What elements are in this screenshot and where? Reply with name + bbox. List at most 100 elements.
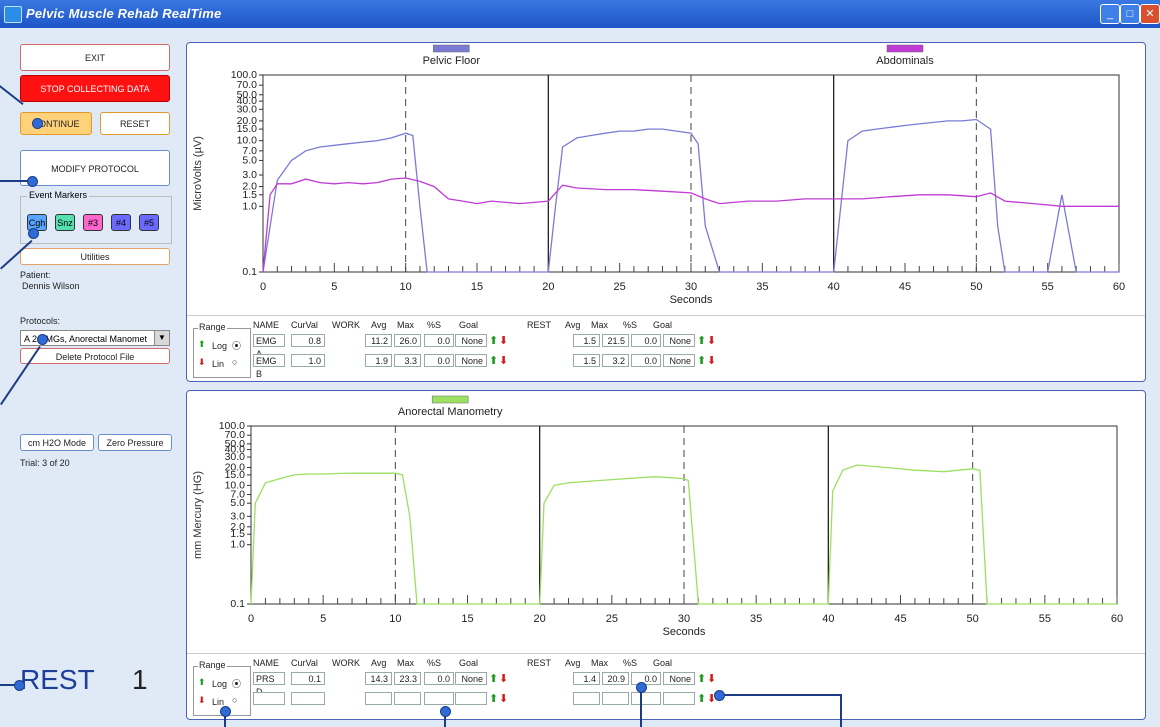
column-header: CurVal	[291, 320, 318, 330]
column-header: REST	[527, 658, 552, 668]
y-tick-label: 20.0	[237, 115, 258, 127]
x-tick-label: 55	[1042, 281, 1054, 293]
goal-down-arrow-icon[interactable]: ⬇	[499, 673, 509, 685]
protocols-label: Protocols:	[20, 316, 61, 326]
stat-cell-s: 0.0	[424, 334, 454, 347]
marker-3-button[interactable]: #3	[83, 214, 103, 231]
stat-cell-goal	[455, 692, 487, 705]
callout-dot	[220, 706, 231, 717]
cm-h2o-mode-button[interactable]: cm H2O Mode	[20, 434, 94, 451]
emg-chart: 100.070.050.040.030.020.015.010.07.05.0 3…	[192, 44, 1125, 306]
y-tick-label: 5.0	[230, 497, 245, 509]
goal-up-arrow-icon[interactable]: ⬆	[489, 335, 499, 347]
stat-cell-rgoal: None	[663, 354, 695, 367]
reset-button[interactable]: RESET	[100, 112, 170, 135]
lin-radio[interactable]: ○	[232, 357, 238, 367]
column-header: NAME	[253, 658, 280, 668]
stat-cell-avg: 1.9	[365, 354, 392, 367]
stat-cell-rgoal: None	[663, 672, 695, 685]
goal-down-arrow-icon[interactable]: ⬇	[707, 693, 717, 705]
emg-stats-table: Range ⬆ Log ⦿ ⬇ Lin ○ NAME CurVal WORK Avg M…	[187, 315, 1145, 380]
goal-up-arrow-icon[interactable]: ⬆	[697, 355, 707, 367]
zero-pressure-button[interactable]: Zero Pressure	[98, 434, 172, 451]
x-tick-label: 20	[542, 281, 554, 293]
log-radio[interactable]: ⦿	[232, 341, 242, 351]
goal-down-arrow-icon[interactable]: ⬇	[499, 693, 509, 705]
x-tick-label: 0	[248, 613, 254, 625]
y-tick-label: 0.1	[242, 266, 257, 278]
stat-cell-name: PRS D	[253, 672, 285, 697]
stat-cell-name: EMG B	[253, 354, 285, 379]
utilities-button[interactable]: Utilities	[20, 248, 170, 265]
minimize-button[interactable]: _	[1100, 4, 1120, 24]
stat-cell-avg: 11.2	[365, 334, 392, 347]
goal-down-arrow-icon[interactable]: ⬇	[707, 355, 717, 367]
column-header: Avg	[565, 658, 581, 668]
y-tick-label: 5.0	[242, 154, 257, 166]
marker-5-button[interactable]: #5	[139, 214, 159, 231]
marker-4-button[interactable]: #4	[111, 214, 131, 231]
goal-up-arrow-icon[interactable]: ⬆	[489, 673, 499, 685]
goal-up-arrow-icon[interactable]: ⬆	[489, 693, 499, 705]
protocol-select[interactable]: A 2 EMGs, Anorectal Manomet ▼	[20, 330, 170, 346]
modify-protocol-button[interactable]: MODIFY PROTOCOL	[20, 150, 170, 186]
x-tick-label: 15	[461, 613, 473, 625]
maximize-button[interactable]: □	[1120, 4, 1140, 24]
range-group: Range ⬆ Log ⦿ ⬇ Lin ○	[193, 322, 251, 378]
goal-up-arrow-icon[interactable]: ⬆	[697, 335, 707, 347]
stat-cell-rs: 0.0	[631, 334, 661, 347]
stat-cell-curval: 1.0	[291, 354, 325, 367]
y-tick-label: 15.0	[237, 123, 258, 135]
callout-dot	[14, 680, 25, 691]
column-header: NAME	[253, 320, 280, 330]
stat-cell-rmax	[602, 692, 629, 705]
legend-swatch	[886, 44, 924, 53]
column-header: %S	[427, 320, 442, 330]
series-line-anorectal-manometry	[250, 464, 1117, 605]
stat-cell-rgoal: None	[663, 334, 695, 347]
callout-dot	[37, 334, 48, 345]
arrow-down-icon: ⬇	[198, 695, 206, 705]
y-tick-label: 2.0	[230, 521, 245, 533]
chevron-down-icon[interactable]: ▼	[154, 331, 169, 345]
goal-up-arrow-icon[interactable]: ⬆	[489, 355, 499, 367]
y-axis-label: mm Mercury (HG)	[192, 471, 204, 559]
column-header: Avg	[371, 658, 387, 668]
callout-dot	[32, 118, 43, 129]
stat-cell-goal: None	[455, 334, 487, 347]
x-tick-label: 5	[331, 281, 337, 293]
goal-down-arrow-icon[interactable]: ⬇	[499, 355, 509, 367]
arrow-up-icon: ⬆	[198, 677, 206, 687]
marker-snz-button[interactable]: Snz	[55, 214, 75, 231]
goal-up-arrow-icon[interactable]: ⬆	[697, 673, 707, 685]
window-title: Pelvic Muscle Rehab RealTime	[26, 6, 222, 21]
delete-protocol-button[interactable]: Delete Protocol File	[20, 348, 170, 364]
x-tick-label: 10	[389, 613, 401, 625]
goal-down-arrow-icon[interactable]: ⬇	[499, 335, 509, 347]
goal-down-arrow-icon[interactable]: ⬇	[707, 335, 717, 347]
stat-cell-avg	[365, 692, 392, 705]
x-tick-label: 5	[320, 613, 326, 625]
patient-name: Dennis Wilson	[22, 281, 80, 291]
exit-button[interactable]: EXIT	[20, 44, 170, 71]
y-tick-label: 40.0	[237, 95, 258, 107]
lin-label: Lin	[212, 697, 225, 707]
stat-cell-max: 26.0	[394, 334, 421, 347]
stop-collecting-button[interactable]: STOP COLLECTING DATA	[20, 75, 170, 102]
y-tick-label: 30.0	[237, 103, 258, 115]
column-header: Max	[591, 320, 609, 330]
x-tick-label: 0	[260, 281, 266, 293]
close-window-button[interactable]: ✕	[1140, 4, 1160, 24]
log-radio[interactable]: ⦿	[232, 679, 242, 689]
range-title: Range	[198, 322, 227, 332]
lin-radio[interactable]: ○	[232, 695, 238, 705]
goal-down-arrow-icon[interactable]: ⬇	[707, 673, 717, 685]
stat-cell-ravg: 1.5	[573, 354, 600, 367]
stat-cell-curval: 0.8	[291, 334, 325, 347]
stat-cell-ravg: 1.5	[573, 334, 600, 347]
continue-button[interactable]: CONTINUE	[20, 112, 92, 135]
column-header: Goal	[459, 320, 479, 330]
title-bar: Pelvic Muscle Rehab RealTime _ □ ✕	[0, 0, 1160, 28]
goal-up-arrow-icon[interactable]: ⬆	[697, 693, 707, 705]
callout-dot	[440, 706, 451, 717]
